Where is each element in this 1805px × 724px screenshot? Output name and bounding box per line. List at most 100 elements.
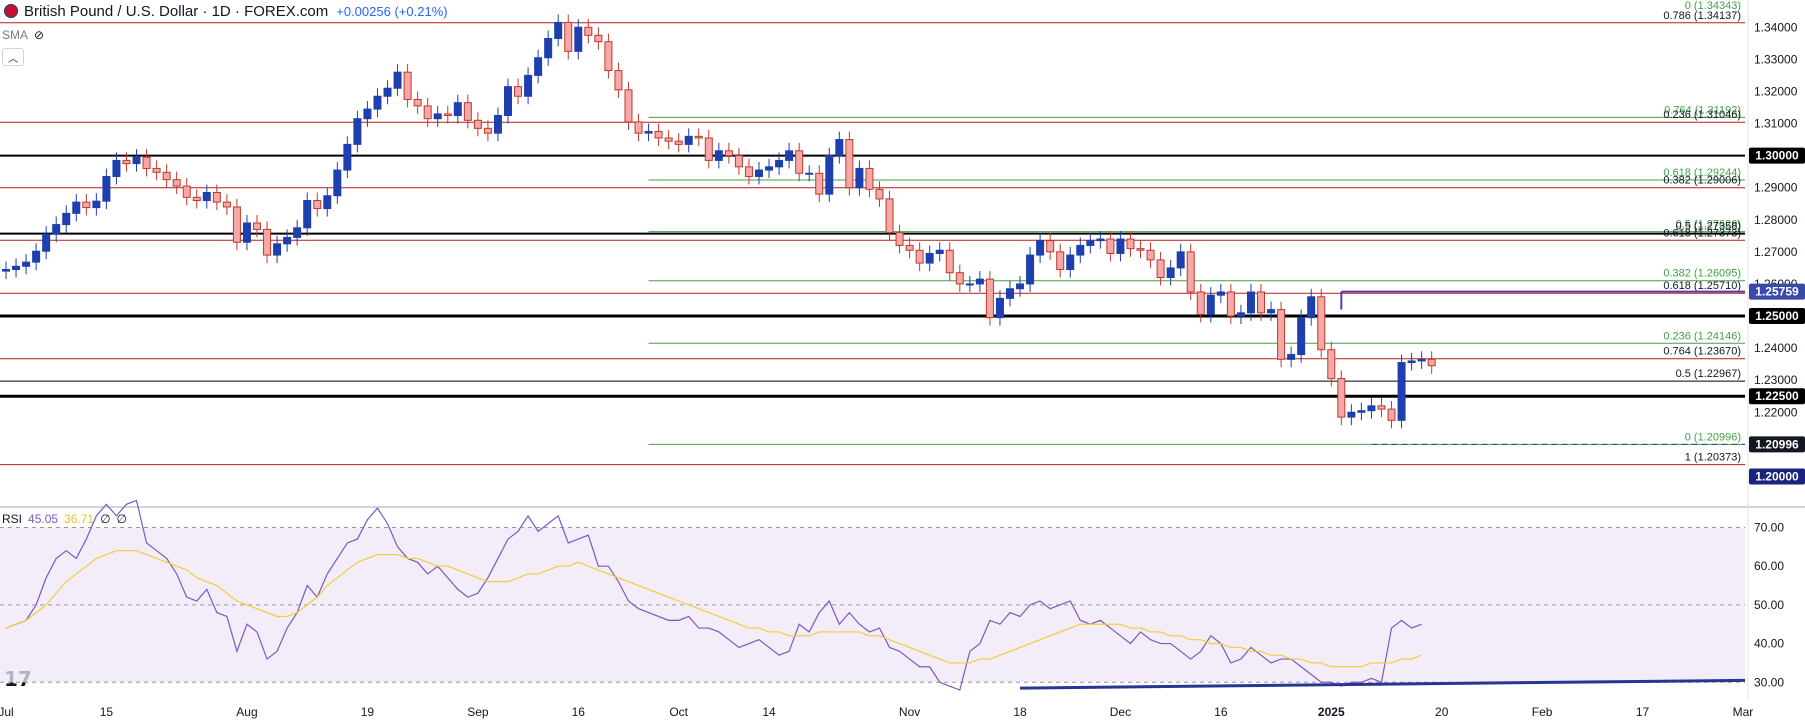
candle-body	[744, 166, 753, 177]
candle-body	[594, 34, 603, 43]
time-axis-label: Dec	[1110, 705, 1131, 719]
candle	[845, 131, 854, 196]
candle	[634, 113, 643, 142]
sma-label: SMA	[2, 28, 29, 42]
price-tick-label: 1.29000	[1754, 181, 1798, 195]
time-axis-label: Feb	[1532, 705, 1553, 719]
candle	[333, 162, 342, 204]
fib-label: 0.618 (1.27373)	[1663, 227, 1741, 239]
candle-body	[1196, 291, 1205, 315]
time-axis-label: 19	[361, 705, 375, 719]
fib-label: 0.618 (1.25710)	[1663, 280, 1741, 292]
candle-body	[1206, 294, 1215, 315]
candle-body	[805, 172, 814, 175]
candle	[42, 226, 51, 260]
candle-body	[142, 156, 151, 169]
chart-header: British Pound / U.S. Dollar · 1D · FOREX…	[0, 2, 448, 20]
candle-body	[162, 171, 171, 181]
rsi-placeholder-1: ∅	[100, 512, 111, 526]
candle	[744, 158, 753, 185]
candle	[1126, 231, 1135, 257]
candle	[1146, 242, 1155, 268]
candle	[383, 80, 392, 105]
sma-legend[interactable]: SMA ⊘	[2, 28, 44, 42]
collapse-legend-button[interactable]: ︿	[2, 48, 24, 66]
candle-body	[885, 198, 894, 234]
candle	[122, 152, 131, 172]
candle	[1407, 352, 1416, 371]
price-badge-label: 1.20996	[1755, 437, 1799, 451]
candle	[232, 198, 241, 251]
candle-body	[1357, 410, 1366, 413]
candle-body	[945, 249, 954, 274]
candle	[373, 88, 382, 118]
candle	[202, 184, 211, 209]
candle	[945, 242, 954, 281]
candle	[614, 62, 623, 98]
candle-body	[905, 244, 914, 251]
candle	[815, 165, 824, 203]
candle-body	[443, 113, 452, 117]
candle-body	[1257, 291, 1265, 314]
candle-body	[1317, 296, 1326, 351]
candle-body	[734, 155, 743, 168]
candle	[1297, 309, 1306, 363]
candle-body	[795, 150, 804, 174]
fib-label-top: 0 (1.34343)	[1685, 0, 1741, 12]
candle	[554, 14, 563, 47]
candle	[965, 275, 974, 292]
candle	[524, 67, 533, 105]
eye-off-icon[interactable]: ⊘	[34, 28, 45, 42]
candle-body	[785, 150, 794, 161]
candle	[514, 78, 523, 105]
fib-label-green: 0.382 (1.26095)	[1663, 268, 1741, 280]
candle-body	[192, 196, 201, 202]
rsi-placeholder-2: ∅	[116, 512, 127, 526]
rsi-legend[interactable]: RSI 45.05 36.71 ∅ ∅	[2, 512, 127, 526]
candle	[1327, 341, 1336, 387]
candle-body	[684, 135, 693, 145]
candle	[1206, 287, 1215, 323]
candle-body	[1166, 267, 1175, 279]
rsi-tick-label: 70.00	[1754, 520, 1784, 534]
candle-body	[855, 167, 864, 189]
candle	[955, 264, 964, 292]
gbp-flag-icon	[4, 4, 18, 18]
highlight-badge: 1.20996	[1749, 436, 1805, 453]
symbol-title[interactable]: British Pound / U.S. Dollar · 1D · FOREX…	[24, 2, 329, 20]
candle-body	[915, 249, 924, 264]
price-badge-bg	[1749, 468, 1805, 485]
candle	[684, 128, 693, 153]
price-badge-bg	[1749, 436, 1805, 453]
time-axis-label: Mar	[1733, 705, 1754, 719]
highlight-badge: 1.25759	[1749, 283, 1805, 300]
candle-body	[1076, 244, 1085, 256]
candle-body	[584, 26, 593, 36]
price-badge-label: 1.25000	[1755, 309, 1799, 323]
candle	[253, 214, 261, 238]
candle	[112, 152, 121, 185]
candle	[1277, 301, 1286, 368]
candle-body	[815, 172, 824, 195]
price-change: +0.00256 (+0.21%)	[336, 3, 448, 19]
candle-body	[765, 166, 774, 171]
candle	[1427, 351, 1436, 374]
time-axis-label: Jul	[0, 705, 14, 719]
candle	[1076, 237, 1085, 264]
candle-body	[1387, 408, 1396, 421]
candle-body	[242, 222, 251, 243]
candle-body	[293, 227, 302, 238]
candle	[1176, 243, 1185, 276]
candle-body	[453, 102, 462, 117]
price-tick-label: 1.24000	[1754, 341, 1798, 355]
candle	[1216, 283, 1225, 304]
candle-body	[493, 115, 502, 134]
candle-body	[12, 265, 21, 271]
candle-body	[985, 278, 994, 319]
candle-body	[845, 139, 854, 189]
level-badge: 1.30000	[1749, 147, 1805, 164]
candle-body	[413, 98, 422, 107]
fib-label-green: 0.618 (1.29244)	[1663, 167, 1741, 179]
candle-body	[2, 269, 10, 272]
